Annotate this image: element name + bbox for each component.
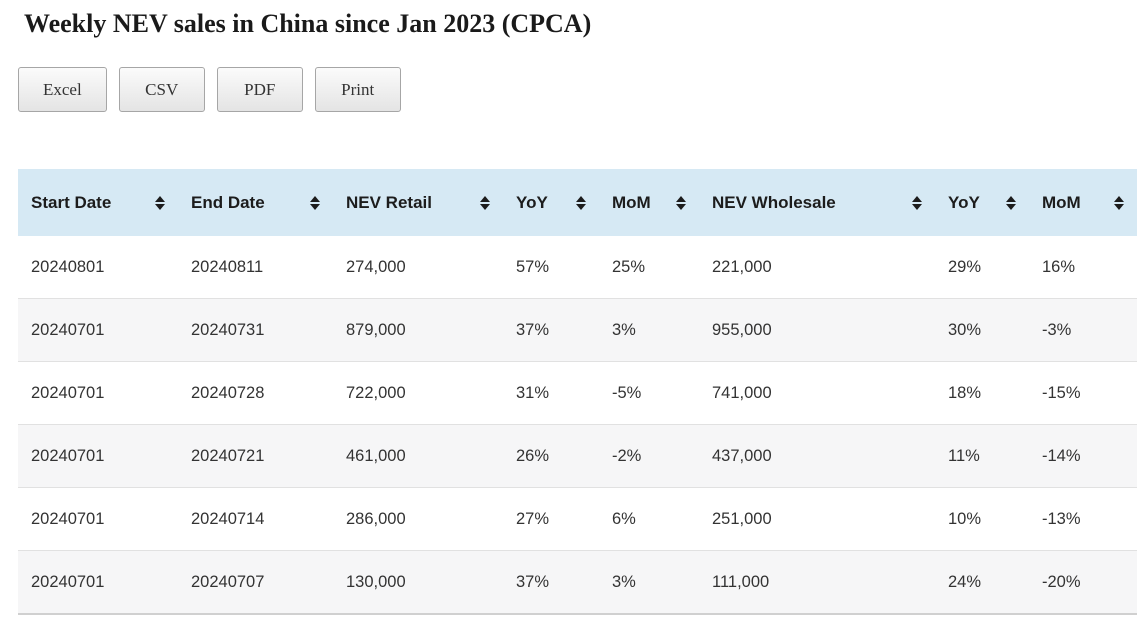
- table-cell: 20240728: [178, 361, 333, 425]
- table-cell: 3%: [599, 550, 699, 614]
- sort-both-icon: [1114, 195, 1124, 210]
- table-cell: 31%: [503, 361, 599, 425]
- table-cell: 29%: [948, 258, 982, 276]
- table-header-row: Start Date End Date NEV Retail YoY MoM NEV Wh…: [18, 169, 1137, 236]
- table-cell: 20240701: [18, 298, 178, 362]
- nev-sales-table: Start Date End Date NEV Retail YoY MoM NEV Wh…: [18, 169, 1137, 615]
- table-row: 20240701 20240707 130,000 37% 3% 111,000 24% -2…: [18, 550, 1137, 614]
- table-cell: 37%: [503, 298, 599, 362]
- table-cell: 20240701: [18, 550, 178, 614]
- table-cell: 437,000: [699, 424, 935, 488]
- table-cell: 25%: [612, 258, 646, 276]
- column-header-nev-wholesale-5[interactable]: NEV Wholesale: [699, 169, 935, 236]
- table-cell: 16%: [1042, 258, 1076, 276]
- table-cell: 20240721: [178, 424, 333, 488]
- table-cell: 18%: [935, 361, 1029, 425]
- column-header-mom-7[interactable]: MoM: [1029, 169, 1137, 236]
- table-row: 20240801 20240811 274,000 57% 25% 221,000 29% 1…: [18, 236, 1137, 299]
- column-header-label: MoM: [1042, 193, 1081, 212]
- column-header-label: MoM: [612, 193, 651, 212]
- table-cell: 251,000: [699, 487, 935, 551]
- page-title: Weekly NEV sales in China since Jan 2023…: [24, 9, 592, 38]
- table-cell: 741,000: [699, 361, 935, 425]
- table-cell: 20240811: [191, 258, 264, 276]
- table-cell: 26%: [503, 424, 599, 488]
- table-cell: -15%: [1029, 361, 1137, 425]
- table-cell: 57%: [516, 258, 550, 276]
- table-cell: 955,000: [699, 298, 935, 362]
- table-row: 20240701 20240728 722,000 31% -5% 741,000 18% -…: [18, 361, 1137, 425]
- column-header-label: YoY: [516, 193, 548, 212]
- table-cell: 274,000: [346, 258, 406, 276]
- table-cell: -14%: [1029, 424, 1137, 488]
- table-cell: -3%: [1029, 298, 1137, 362]
- csv-button[interactable]: CSV: [118, 67, 205, 112]
- table-cell: 24%: [935, 550, 1029, 614]
- table-row: 20240701 20240721 461,000 26% -2% 437,000 11% -…: [18, 424, 1137, 488]
- column-header-end-date-1[interactable]: End Date: [178, 169, 333, 236]
- table-cell: 37%: [503, 550, 599, 614]
- table-cell: -2%: [599, 424, 699, 488]
- column-header-label: YoY: [948, 193, 980, 212]
- column-header-nev-retail-2[interactable]: NEV Retail: [333, 169, 503, 236]
- sort-both-icon: [155, 195, 165, 210]
- excel-button[interactable]: Excel: [18, 67, 107, 112]
- sort-both-icon: [1006, 195, 1016, 210]
- table-cell: 879,000: [333, 298, 503, 362]
- export-toolbar: Excel CSV PDF Print: [18, 67, 1137, 112]
- table-cell: 3%: [599, 298, 699, 362]
- column-header-label: End Date: [191, 193, 265, 212]
- column-header-label: Start Date: [31, 193, 112, 212]
- sort-both-icon: [480, 195, 490, 210]
- table-cell: 10%: [935, 487, 1029, 551]
- column-header-start-date-0[interactable]: Start Date: [18, 169, 178, 236]
- table-cell: 20240701: [18, 424, 178, 488]
- table-cell: 6%: [599, 487, 699, 551]
- sort-both-icon: [310, 195, 320, 210]
- table-cell: 461,000: [333, 424, 503, 488]
- sort-both-icon: [576, 195, 586, 210]
- table-cell: -13%: [1029, 487, 1137, 551]
- table-row: 20240701 20240714 286,000 27% 6% 251,000 10% -1…: [18, 487, 1137, 551]
- table-cell: 221,000: [712, 258, 772, 276]
- table-cell: 11%: [935, 424, 1029, 488]
- table-cell: -5%: [599, 361, 699, 425]
- pdf-button[interactable]: PDF: [216, 67, 303, 112]
- table-cell: 27%: [503, 487, 599, 551]
- print-button[interactable]: Print: [314, 67, 401, 112]
- table-cell: 20240707: [178, 550, 333, 614]
- table-cell: 286,000: [333, 487, 503, 551]
- table-cell: 722,000: [333, 361, 503, 425]
- table-cell: 20240801: [31, 258, 105, 276]
- column-header-yoy-6[interactable]: YoY: [935, 169, 1029, 236]
- column-header-label: NEV Wholesale: [712, 193, 836, 212]
- table-cell: 20240701: [18, 361, 178, 425]
- table-cell: 20240731: [178, 298, 333, 362]
- column-header-mom-4[interactable]: MoM: [599, 169, 699, 236]
- column-header-yoy-3[interactable]: YoY: [503, 169, 599, 236]
- table-cell: 111,000: [699, 550, 935, 614]
- sort-both-icon: [912, 195, 922, 210]
- column-header-label: NEV Retail: [346, 193, 432, 212]
- table-cell: 30%: [935, 298, 1029, 362]
- table-row: 20240701 20240731 879,000 37% 3% 955,000 30% -3…: [18, 298, 1137, 362]
- sort-both-icon: [676, 195, 686, 210]
- table-cell: -20%: [1029, 550, 1137, 614]
- table-cell: 20240701: [18, 487, 178, 551]
- table-cell: 130,000: [333, 550, 503, 614]
- table-cell: 20240714: [178, 487, 333, 551]
